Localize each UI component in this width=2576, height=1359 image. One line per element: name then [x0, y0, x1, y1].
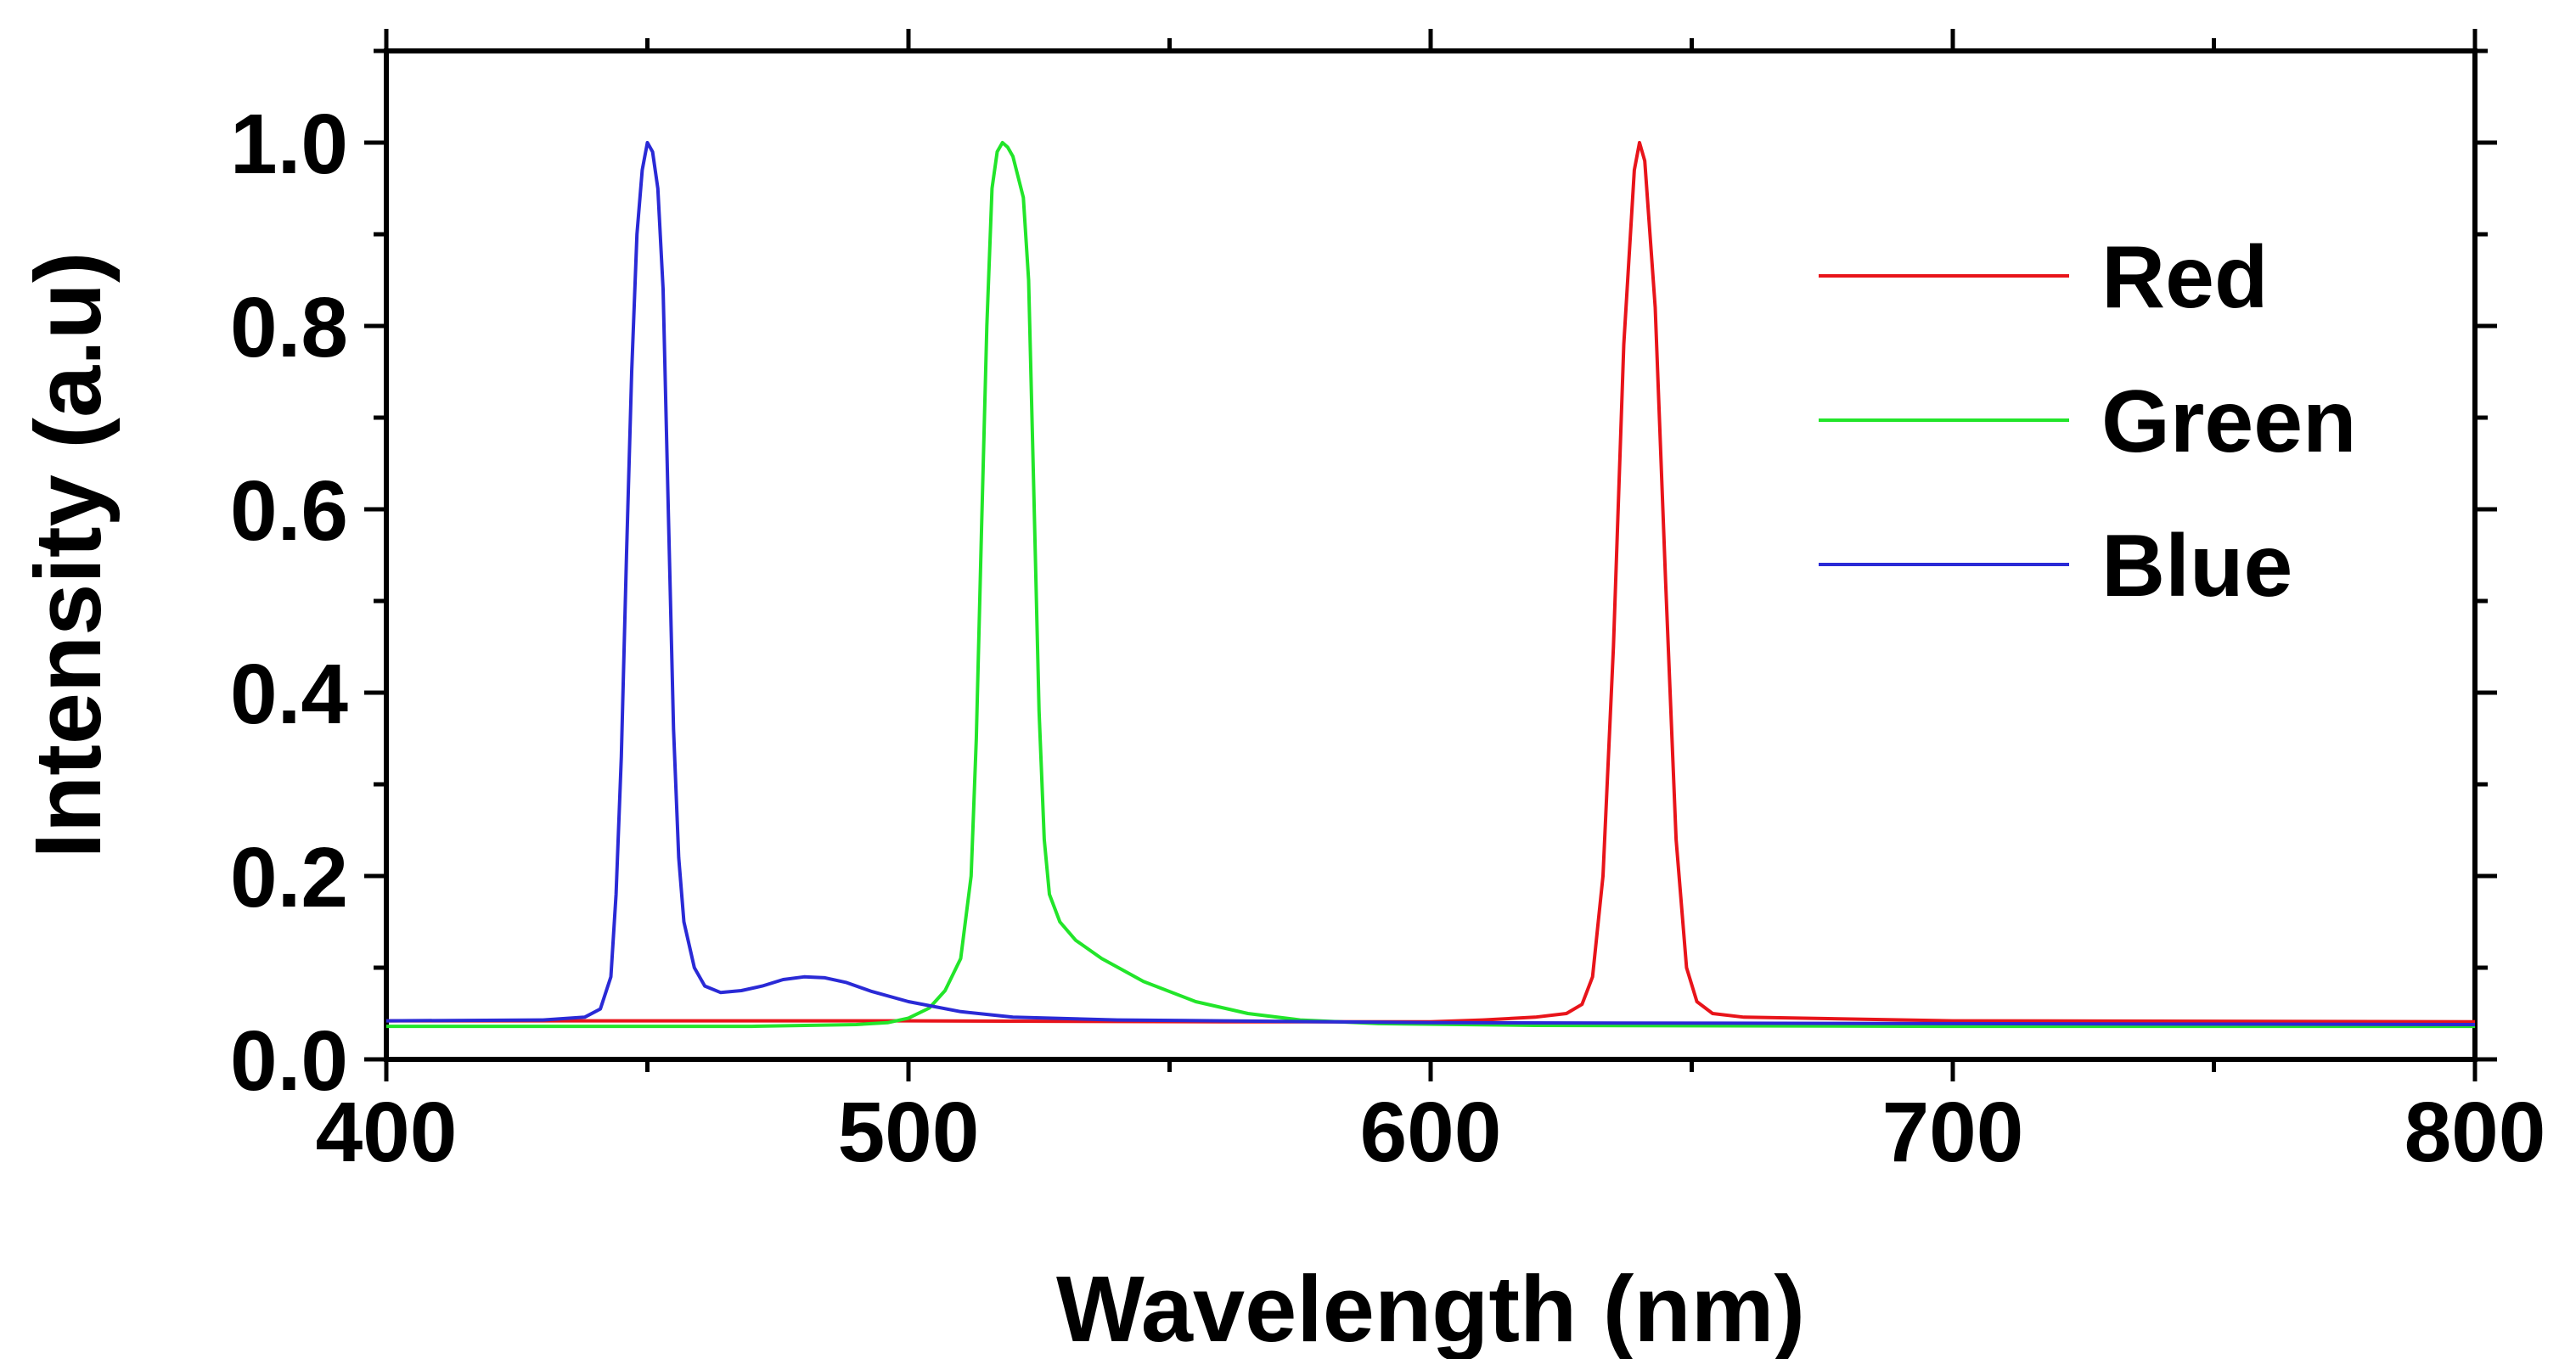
- x-tick-label: 600: [1360, 1085, 1502, 1180]
- y-tick-label: 0.8: [230, 280, 348, 375]
- y-axis-title: Intensity (a.u): [16, 251, 121, 858]
- x-tick-label: 700: [1882, 1085, 2024, 1180]
- x-tick-label: 400: [316, 1085, 458, 1180]
- y-tick-label: 0.2: [230, 830, 348, 925]
- x-tick-label: 800: [2404, 1085, 2546, 1180]
- x-axis-title: Wavelength (nm): [1056, 1257, 1805, 1359]
- axis-ticks: [364, 29, 2497, 1081]
- y-tick-label: 0.0: [230, 1014, 348, 1109]
- legend-label-green: Green: [2101, 373, 2357, 471]
- legend-label-blue: Blue: [2101, 517, 2292, 615]
- x-tick-label: 500: [838, 1085, 980, 1180]
- data-series: [385, 141, 2476, 1029]
- legend: Red Green Blue: [1819, 228, 2357, 615]
- axis-tick-labels: 400 500 600 700 800 0.0 0.2 0.4 0.6 0.8 1.0: [230, 97, 2545, 1180]
- legend-label-red: Red: [2101, 228, 2268, 327]
- y-tick-label: 1.0: [230, 97, 348, 192]
- series-line-green: [386, 141, 2475, 1029]
- y-tick-label: 0.6: [230, 463, 348, 559]
- series-line-red: [386, 141, 2476, 1024]
- y-tick-label: 0.4: [230, 647, 348, 742]
- series-line-blue: [385, 141, 2476, 1026]
